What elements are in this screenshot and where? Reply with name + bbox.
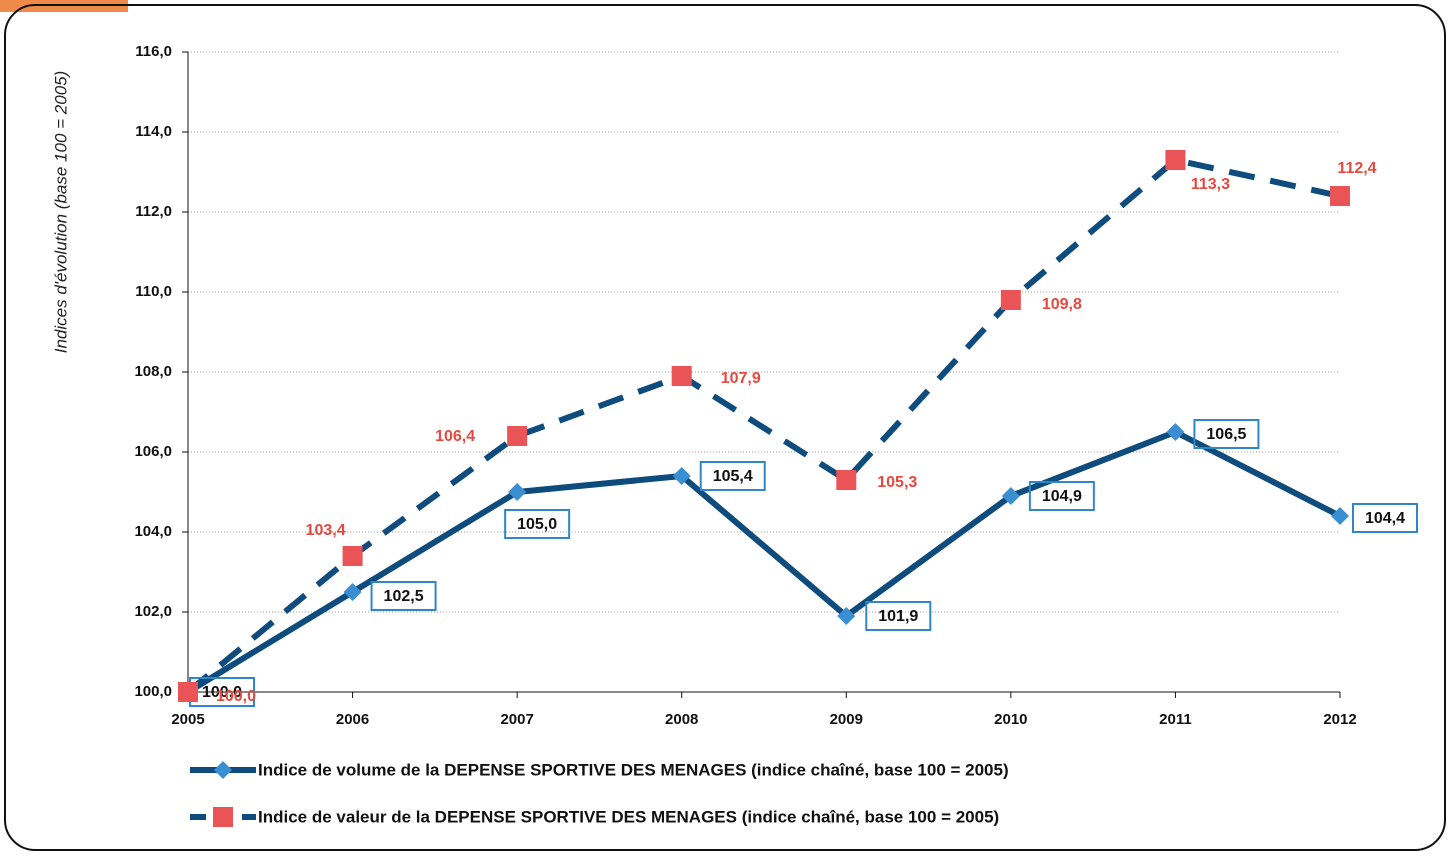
marker — [508, 483, 527, 501]
value-label-box — [370, 581, 437, 611]
x-tick-label: 2011 — [1159, 711, 1192, 728]
value-label: 106,4 — [435, 428, 475, 445]
value-label: 112,4 — [1337, 160, 1376, 177]
value-label: 104,4 — [1365, 510, 1405, 527]
value-label: 105,0 — [517, 516, 557, 533]
y-tick-label: 106,0 — [134, 443, 172, 460]
marker — [507, 426, 528, 446]
x-tick-label: 2010 — [994, 711, 1027, 728]
value-label: 107,9 — [721, 370, 761, 387]
value-label: 113,3 — [1191, 176, 1230, 193]
x-tick-label: 2009 — [830, 711, 863, 728]
value-label: 102,5 — [384, 588, 424, 605]
marker — [1166, 423, 1185, 441]
marker — [178, 682, 198, 702]
value-label-box — [1028, 481, 1095, 511]
value-label-box — [699, 461, 766, 491]
marker — [343, 583, 362, 601]
marker — [672, 467, 691, 485]
value-label: 100,0 — [202, 684, 242, 701]
y-tick-label: 102,0 — [134, 603, 172, 620]
value-label: 104,9 — [1042, 488, 1082, 505]
legend-label: Indice de valeur de la DEPENSE SPORTIVE … — [258, 807, 999, 826]
marker — [1165, 150, 1186, 170]
legend-label: Indice de volume de la DEPENSE SPORTIVE … — [258, 760, 1009, 779]
y-tick-label: 104,0 — [134, 523, 172, 540]
y-axis-label: Indices d'évolution (base 100 = 2005) — [51, 71, 70, 354]
y-tick-label: 112,0 — [135, 203, 172, 220]
x-tick-label: 2006 — [336, 711, 369, 728]
value-label-box — [1193, 419, 1260, 449]
series-line — [186, 157, 1341, 695]
value-label: 109,8 — [1042, 296, 1082, 313]
y-tick-label: 114,0 — [135, 123, 172, 140]
y-tick-label: 100,0 — [134, 683, 172, 700]
marker — [1001, 487, 1020, 505]
marker — [1000, 290, 1021, 310]
value-label: 106,5 — [1206, 426, 1246, 443]
marker — [342, 546, 363, 566]
frame — [4, 4, 1446, 851]
value-label-box — [504, 509, 571, 539]
value-label-box — [1352, 503, 1418, 533]
value-label: 105,3 — [877, 474, 917, 491]
x-tick-label: 2005 — [171, 711, 204, 728]
y-tick-label: 110,0 — [135, 283, 172, 300]
x-tick-label: 2012 — [1323, 711, 1356, 728]
y-tick-label: 108,0 — [134, 363, 172, 380]
marker — [671, 366, 692, 386]
x-tick-label: 2008 — [665, 711, 698, 728]
value-label: 101,9 — [878, 608, 918, 625]
value-label: 100,0 — [216, 688, 256, 705]
marker — [214, 761, 232, 779]
series-line — [186, 429, 1342, 695]
y-tick-label: 116,0 — [135, 43, 172, 60]
value-label-box — [865, 601, 932, 631]
marker — [836, 470, 857, 490]
x-tick-label: 2007 — [500, 711, 533, 728]
marker — [837, 607, 856, 625]
marker — [1330, 186, 1350, 206]
marker — [213, 807, 233, 827]
value-label: 105,4 — [713, 468, 753, 485]
marker — [1331, 507, 1349, 525]
value-label: 103,4 — [306, 522, 346, 539]
